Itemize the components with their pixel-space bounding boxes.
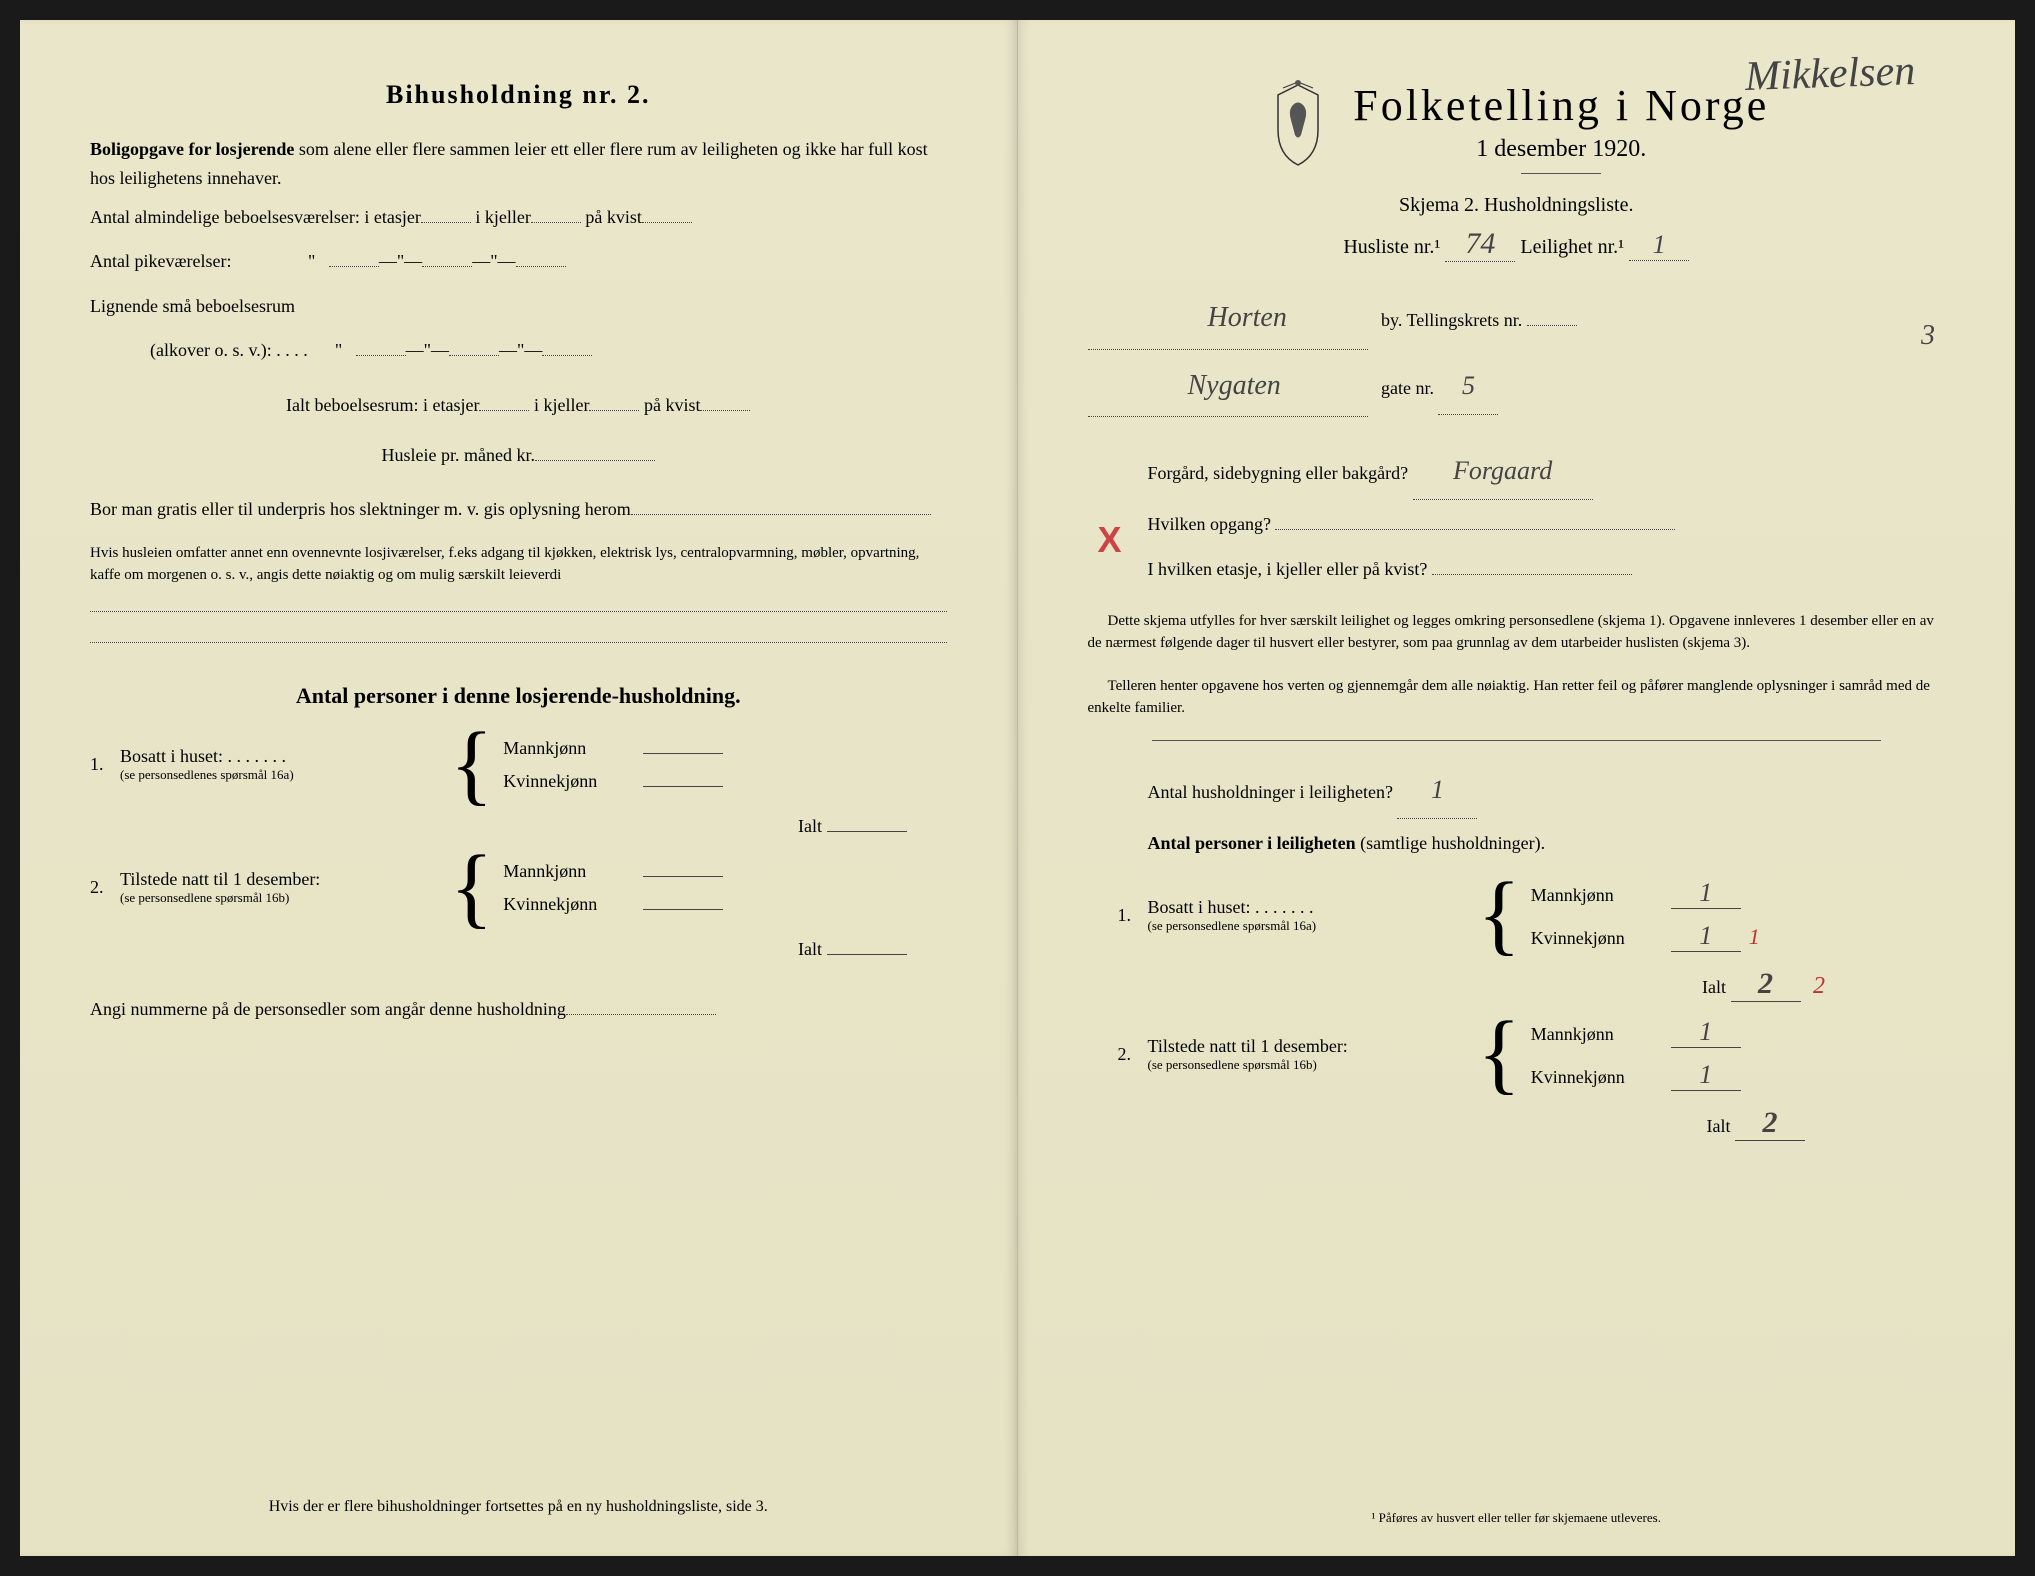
leilighet-value: 1 <box>1629 230 1689 261</box>
left-person-row-1: 1. Bosatt i huset: . . . . . . . (se per… <box>90 729 947 801</box>
rooms-line-3b: (alkover o. s. v.): . . . . " —"——"— <box>90 331 947 371</box>
left-title: Bihusholdning nr. 2. <box>90 80 947 110</box>
rooms-total: Ialt beboelsesrum: i etasjer i kjeller p… <box>90 386 947 426</box>
main-title: Folketelling i Norge <box>1353 80 1769 131</box>
brace-icon: { <box>1478 879 1521 951</box>
brace-icon: { <box>450 852 493 924</box>
personer-line: Antal personer i leiligheten (samtlige h… <box>1148 824 1946 864</box>
footnote: ¹ Påføres av husvert eller teller før sk… <box>1018 1510 2016 1526</box>
brace-icon: { <box>1478 1018 1521 1090</box>
mann2-value: 1 <box>1671 1017 1741 1048</box>
kv2-value: 1 <box>1671 1060 1741 1091</box>
mann1-value: 1 <box>1671 878 1741 909</box>
right-person-row-1: 1. Bosatt i huset: . . . . . . . (se per… <box>1118 878 1946 952</box>
husliste-value: 74 <box>1445 227 1515 262</box>
right-ialt-2: Ialt 2 <box>1088 1106 1946 1141</box>
by-line: Horten by. Tellingskrets nr. <box>1088 287 1946 350</box>
brace-icon: { <box>450 729 493 801</box>
ialt2-value: 2 <box>1735 1106 1805 1141</box>
signature: Mikkelsen <box>1744 47 1916 101</box>
left-person-row-2: 2. Tilstede natt til 1 desember: (se per… <box>90 852 947 924</box>
rooms-line-1: Antal almindelige beboelsesværelser: i e… <box>90 198 947 238</box>
red-x-mark: X <box>1098 500 1122 579</box>
right-ialt-1: Ialt 2 2 <box>1088 967 1946 1002</box>
coat-of-arms-icon <box>1263 80 1333 170</box>
kv1-value: 1 <box>1671 921 1741 952</box>
left-page: Bihusholdning nr. 2. Boligopgave for los… <box>20 20 1018 1556</box>
angi-line: Angi nummerne på de personsedler som ang… <box>90 990 947 1030</box>
gate-value: Nygaten <box>1088 355 1368 418</box>
ialt1-value: 2 <box>1731 967 1801 1002</box>
census-date: 1 desember 1920. <box>1353 136 1769 163</box>
divider <box>1152 740 1881 741</box>
rooms-line-3a: Lignende små beboelsesrum <box>90 287 947 327</box>
q1-line: Forgård, sidebygning eller bakgård? Forg… <box>1148 442 1946 500</box>
right-page: Mikkelsen Folketelling i Norge 1 desembe… <box>1018 20 2016 1556</box>
rooms-line-2: Antal pikeværelser: " —"——"— <box>90 242 947 282</box>
left-bottom-note: Hvis der er flere bihusholdninger fortse… <box>90 1498 947 1516</box>
right-person-row-2: 2. Tilstede natt til 1 desember: (se per… <box>1118 1017 1946 1091</box>
q1-value: Forgaard <box>1413 442 1593 500</box>
instructions-1: Dette skjema utfylles for hver særskilt … <box>1088 610 1946 655</box>
husholdninger-line: Antal husholdninger i leiligheten? 1 <box>1148 761 1946 819</box>
gratis-line: Bor man gratis eller til underpris hos s… <box>90 490 947 530</box>
gate-nr-value: 5 <box>1438 357 1498 415</box>
intro-bold: Boligopgave for losjerende <box>90 139 294 159</box>
instructions-2: Telleren henter opgavene hos verten og g… <box>1088 675 1946 720</box>
q2-line: X Hvilken opgang? <box>1148 505 1946 545</box>
skjema-line: Skjema 2. Husholdningsliste. <box>1088 194 1946 217</box>
red-annotation-2: 2 <box>1813 973 1825 999</box>
document-spread: Bihusholdning nr. 2. Boligopgave for los… <box>20 20 2015 1556</box>
intro-text: Boligopgave for losjerende som alene ell… <box>90 135 947 193</box>
persons-section-title: Antal personer i denne losjerende-hushol… <box>90 683 947 709</box>
rent-line: Husleie pr. måned kr. <box>90 436 947 476</box>
by-value: Horten <box>1088 287 1368 350</box>
red-annotation-1: 1 <box>1749 924 1760 950</box>
krets-value: 3 <box>1921 320 1935 352</box>
divider <box>1521 173 1601 174</box>
left-ialt-2: Ialt <box>90 939 947 960</box>
left-ialt-1: Ialt <box>90 816 947 837</box>
rent-note: Hvis husleien omfatter annet enn ovennev… <box>90 542 947 587</box>
husholdninger-value: 1 <box>1397 761 1477 819</box>
husliste-line: Husliste nr.¹ 74 Leilighet nr.¹ 1 <box>1088 227 1946 262</box>
q3-line: I hvilken etasje, i kjeller eller på kvi… <box>1148 550 1946 590</box>
gate-line: Nygaten gate nr. 5 <box>1088 355 1946 418</box>
